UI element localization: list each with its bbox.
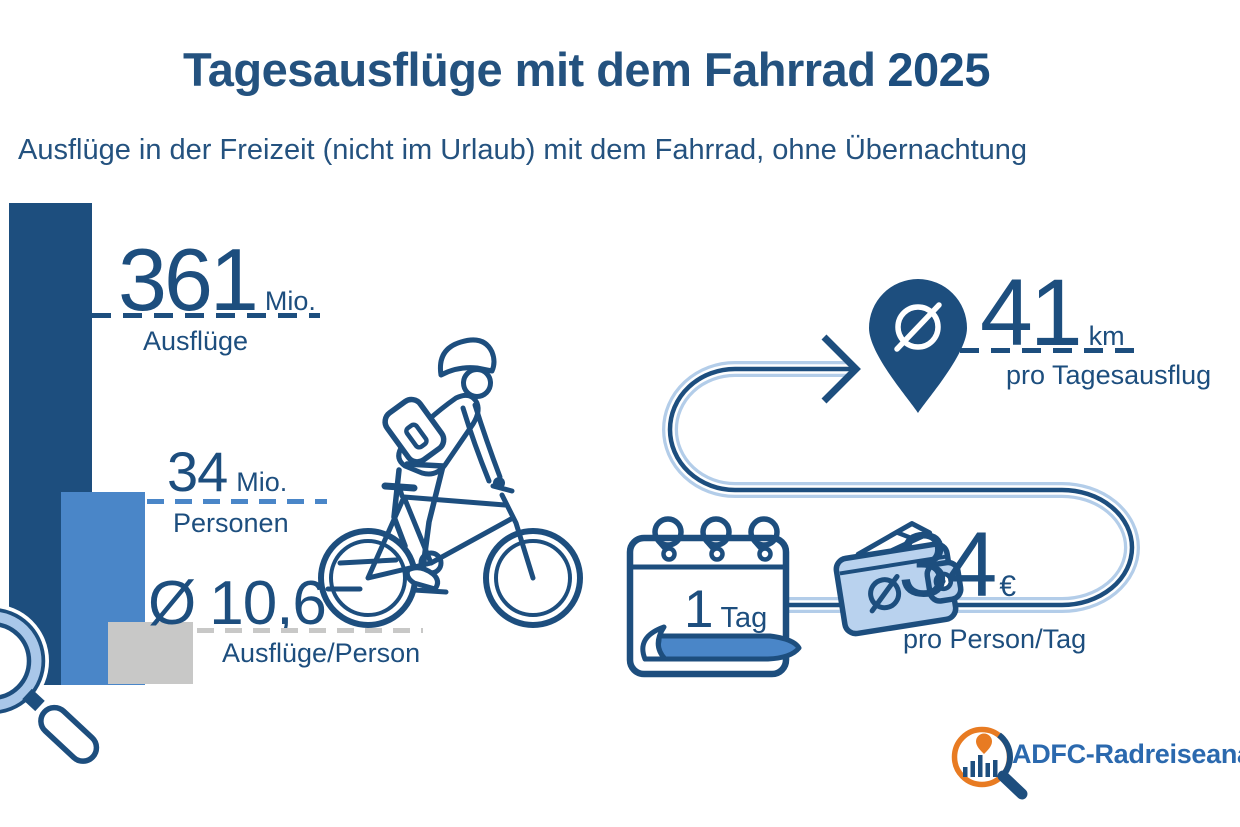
trips-dashed-line xyxy=(92,313,320,318)
page-curl xyxy=(647,633,802,662)
stat-persons: 34 Mio. xyxy=(167,444,287,500)
bar-trips-per-person xyxy=(108,622,193,684)
title-text: Tagesausflüge mit dem Fahrrad xyxy=(183,43,876,96)
stat-duration: 1 Tag xyxy=(684,583,767,636)
trips-per-person-dashed-line xyxy=(197,628,423,633)
stat-trips-unit: Mio. xyxy=(264,286,316,316)
title-year: 2025 xyxy=(887,43,990,96)
calendar-ring-icon xyxy=(652,516,684,562)
calendar-ring-icon xyxy=(748,516,780,562)
page-title: Tagesausflüge mit dem Fahrrad 2025 xyxy=(183,42,990,97)
helmet-icon xyxy=(437,337,497,378)
distance-dashed-line xyxy=(960,348,1136,353)
stat-trips-per-person-label: Ausflüge/Person xyxy=(222,638,421,668)
stat-persons-unit: Mio. xyxy=(236,467,288,497)
persons-dashed-line xyxy=(147,499,327,504)
logo-bars-icon xyxy=(963,755,998,777)
stat-distance: 41 km xyxy=(980,266,1125,361)
stat-distance-label: pro Tagesausflug xyxy=(1006,360,1212,390)
stat-persons-value: 34 xyxy=(167,440,228,503)
stat-spending-label: pro Person/Tag xyxy=(903,624,1087,654)
branding-label: ADFC-Radreiseanalyse xyxy=(1012,739,1240,769)
stat-persons-label: Personen xyxy=(173,508,289,538)
stat-distance-value: 41 xyxy=(980,260,1083,366)
average-symbol-icon xyxy=(894,302,942,352)
average-symbol: Ø xyxy=(148,569,196,638)
stat-duration-value: 1 xyxy=(684,580,714,639)
logo-pin-icon xyxy=(976,733,992,754)
stat-distance-unit: km xyxy=(1088,321,1125,351)
location-pin-icon xyxy=(869,279,967,413)
subtitle: Ausflüge in der Freizeit (nicht im Urlau… xyxy=(18,134,1028,166)
backpack-icon xyxy=(382,396,447,465)
stat-trips-per-person: Ø 10,6 xyxy=(148,569,327,638)
stat-spending: 34 € xyxy=(898,519,1016,611)
stat-trips-value: 361 xyxy=(118,230,259,329)
stat-trips: 361 Mio. xyxy=(118,236,316,324)
average-symbol-icon xyxy=(868,574,902,614)
cyclist-icon xyxy=(318,337,583,628)
stat-spending-unit: € xyxy=(999,570,1017,603)
calendar-ring-icon xyxy=(700,516,732,562)
arrow-icon xyxy=(821,334,861,404)
stat-trips-label: Ausflüge xyxy=(143,326,249,356)
stat-duration-unit: Tag xyxy=(720,602,768,634)
stat-spending-value: 34 xyxy=(898,514,997,616)
stat-trips-per-person-value: 10,6 xyxy=(209,569,327,638)
